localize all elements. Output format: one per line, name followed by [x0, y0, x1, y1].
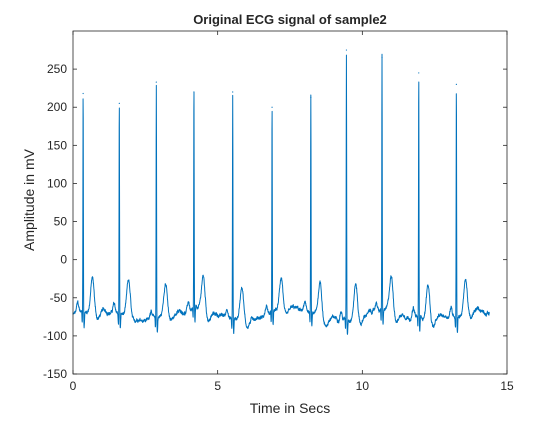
r-peak-point: [155, 81, 157, 83]
r-peak-point: [455, 83, 457, 85]
y-tick-label: -100: [43, 329, 67, 343]
r-peak-point: [232, 91, 234, 93]
y-tick-label: 150: [47, 138, 67, 152]
r-peak-point: [310, 96, 312, 98]
y-tick-label: 100: [47, 176, 67, 190]
y-tick-label: -150: [43, 367, 67, 381]
plot-area-frame: [72, 30, 508, 375]
x-tick-label: 0: [70, 379, 77, 393]
r-peak-point: [193, 91, 195, 93]
plot-layer: [72, 49, 490, 335]
x-tick-label: 10: [356, 379, 370, 393]
r-peak-point: [418, 72, 420, 74]
r-peak-point: [345, 49, 348, 51]
r-peak-point: [271, 106, 273, 108]
y-tick-label: 0: [60, 253, 67, 267]
y-tick-label: 200: [47, 100, 67, 114]
chart-title: Original ECG signal of sample2: [193, 12, 387, 27]
r-peak-point: [82, 92, 84, 95]
ecg-series-line: [72, 53, 490, 335]
x-tick-label: 5: [214, 379, 221, 393]
r-peak-point: [118, 102, 120, 105]
y-tick-label: 50: [54, 215, 68, 229]
y-tick-label: 250: [47, 62, 67, 76]
tick-layer: 0 5 10 15 -150 -100 -50 0 50 100 150 200 250: [43, 31, 514, 393]
y-axis-label: Amplitude in mV: [21, 148, 37, 251]
y-tick-label: -50: [50, 291, 68, 305]
r-peak-point: [381, 57, 383, 59]
x-axis-label: Time in Secs: [250, 400, 330, 416]
x-tick-label: 15: [500, 379, 514, 393]
